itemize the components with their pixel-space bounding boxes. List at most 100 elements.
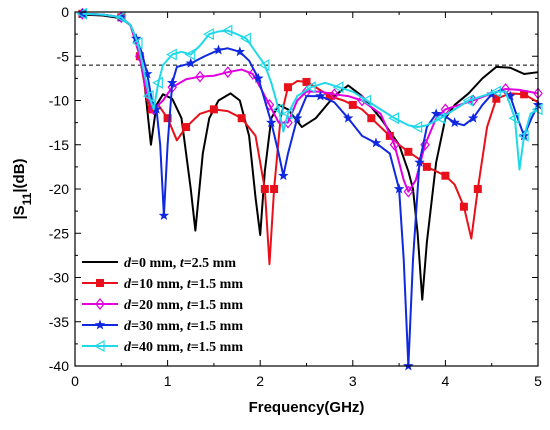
data-point — [142, 90, 154, 103]
y-tick-labels: 0 -5 -10 -15 -20 -25 -30 -35 -40 — [49, 4, 69, 374]
data-point — [213, 44, 224, 55]
data-point — [260, 185, 269, 193]
data-point — [234, 46, 246, 57]
series-4 — [76, 7, 543, 171]
series-line — [82, 13, 539, 301]
legend-label-part: =30 mm, — [131, 319, 187, 334]
y-tick-label: -40 — [49, 358, 69, 374]
data-point — [131, 36, 143, 49]
data-point — [302, 77, 311, 86]
data-point — [115, 11, 126, 24]
data-point — [504, 90, 516, 101]
data-point — [414, 156, 425, 167]
data-point — [237, 114, 246, 123]
data-point — [403, 185, 414, 198]
data-point — [473, 185, 482, 193]
data-point — [142, 68, 153, 79]
data-point — [517, 129, 529, 142]
legend-label-part: d — [124, 277, 132, 292]
legend-label-part: d — [124, 340, 132, 355]
data-point — [492, 94, 501, 103]
data-point — [77, 8, 88, 19]
data-point — [95, 298, 105, 310]
legend-label: d=40 mm, t=1.5 mm — [124, 340, 243, 355]
data-point — [165, 48, 177, 61]
series-3 — [77, 8, 544, 371]
data-point — [93, 339, 105, 353]
data-point — [203, 28, 214, 41]
data-point — [258, 59, 270, 72]
data-point — [342, 112, 354, 123]
legend-entry: d=40 mm, t=1.5 mm — [82, 339, 243, 355]
y-tick-label: -20 — [49, 181, 69, 197]
y-axis-label-sub: 11 — [20, 192, 34, 205]
data-point — [209, 105, 218, 114]
legend-label-part: t — [187, 340, 192, 355]
legend-label-part: d — [124, 319, 132, 334]
y-tick-label: -5 — [57, 48, 70, 64]
y-tick-label: -25 — [49, 225, 69, 241]
x-axis-label: Frequency(GHz) — [249, 399, 365, 416]
x-tick-label: 3 — [349, 373, 357, 389]
data-point — [389, 138, 400, 151]
data-point — [370, 137, 382, 148]
legend-entry: d=0 mm, t=2.5 mm — [82, 256, 236, 271]
data-point — [411, 121, 423, 134]
legend-label-part: t — [187, 298, 192, 313]
data-point — [270, 185, 279, 193]
data-point — [325, 92, 334, 101]
data-point — [283, 83, 292, 92]
data-point — [96, 279, 104, 287]
data-point — [185, 57, 196, 68]
series-group — [76, 7, 544, 371]
legend-label-part: =1.5 mm — [191, 298, 244, 313]
data-point — [163, 114, 172, 123]
x-tick-label: 0 — [71, 373, 79, 389]
legend-label: d=30 mm, t=1.5 mm — [124, 319, 243, 334]
data-point — [223, 66, 233, 79]
legend-label-part: =1.5 mm — [191, 319, 244, 334]
data-point — [441, 171, 450, 180]
data-point — [272, 103, 284, 116]
data-point — [240, 32, 251, 45]
legend-label-part: =10 mm, — [131, 277, 187, 292]
x-tick-label: 1 — [164, 373, 172, 389]
data-point — [329, 88, 340, 101]
series-line — [82, 12, 539, 367]
x-tick-label: 5 — [534, 373, 542, 389]
series-0 — [82, 13, 539, 301]
data-point — [76, 7, 88, 20]
data-point — [184, 48, 196, 61]
legend-label-part: t — [180, 256, 185, 271]
data-point — [490, 85, 501, 98]
data-point — [520, 90, 529, 99]
legend-label-part: =0 mm, — [131, 256, 180, 271]
series-line — [82, 12, 539, 171]
data-point — [304, 81, 316, 94]
data-point — [388, 112, 400, 125]
data-point — [360, 94, 372, 107]
data-point — [221, 24, 233, 37]
legend-label-part: d — [124, 298, 132, 313]
data-point — [508, 112, 520, 125]
y-tick-label: -30 — [49, 270, 69, 286]
data-point — [182, 123, 191, 132]
data-point — [266, 117, 277, 128]
legend-entry: d=20 mm, t=1.5 mm — [82, 298, 243, 313]
data-point — [281, 107, 293, 120]
y-tick-label: 0 — [61, 4, 69, 20]
data-point — [315, 90, 326, 101]
series-1 — [78, 9, 539, 266]
data-point — [459, 202, 468, 211]
legend: d=0 mm, t=2.5 mmd=10 mm, t=1.5 mmd=20 mm… — [82, 256, 243, 355]
data-point — [332, 81, 344, 94]
y-tick-label: -15 — [49, 137, 69, 153]
data-point — [158, 210, 170, 220]
legend-label: d=20 mm, t=1.5 mm — [124, 298, 243, 313]
data-point — [94, 319, 106, 330]
legend-label-part: t — [187, 319, 192, 334]
data-point — [195, 70, 205, 83]
legend-label-part: d — [124, 256, 132, 271]
data-point — [422, 162, 431, 171]
